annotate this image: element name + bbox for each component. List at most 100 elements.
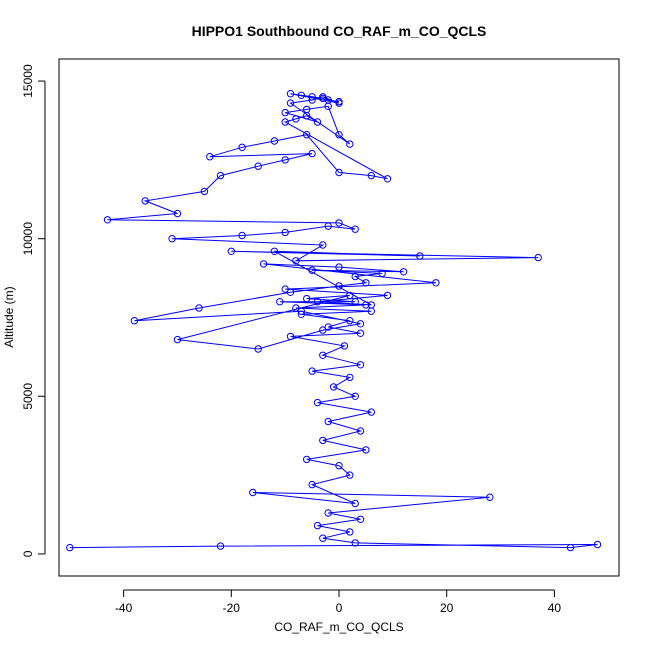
data-point (367, 171, 375, 180)
x-axis: -40 -20 0 20 40 (115, 589, 561, 615)
data-point (356, 361, 365, 369)
data-point (227, 247, 236, 256)
data-point (270, 247, 279, 256)
data-point (308, 149, 316, 158)
y-axis-label: Altitude (m) (2, 286, 16, 347)
data-point (346, 291, 354, 300)
data-point (362, 301, 370, 309)
data-point (313, 298, 322, 306)
data-point (141, 197, 149, 205)
data-point (346, 317, 354, 325)
y-tick-label: 10000 (21, 222, 35, 256)
data-point (308, 266, 316, 274)
data-point (351, 392, 359, 400)
data-point (351, 298, 359, 306)
data-point (362, 279, 370, 287)
series-line (69, 93, 598, 549)
data-point (168, 235, 176, 243)
data-point (335, 219, 343, 227)
data-point (593, 540, 602, 549)
data-point (281, 108, 289, 117)
data-point (173, 335, 182, 344)
chart-title: HIPPO1 Southbound CO_RAF_m_CO_QCLS (192, 23, 487, 39)
data-point (297, 91, 305, 100)
y-tick-label: 5000 (21, 383, 35, 410)
data-point (566, 543, 575, 552)
data-point (324, 323, 332, 331)
data-point (319, 241, 327, 249)
data-point (286, 332, 295, 341)
data-point (324, 222, 332, 230)
data-point (313, 398, 322, 407)
data-point (399, 268, 408, 276)
data-point (303, 294, 311, 303)
data-point (319, 326, 327, 334)
data-point (238, 231, 246, 240)
data-point (292, 257, 300, 265)
data-point (367, 301, 375, 309)
data-point (324, 417, 332, 426)
data-point (319, 534, 327, 542)
data-point (238, 143, 246, 152)
data-point (286, 99, 295, 107)
data-point (335, 168, 343, 177)
data-point (292, 304, 300, 312)
y-tick-label: 15000 (21, 64, 35, 98)
data-point (200, 187, 209, 196)
data-point (367, 408, 375, 416)
data-point (340, 342, 349, 350)
data-point (346, 140, 354, 148)
data-point (319, 94, 327, 103)
data-point (346, 373, 354, 382)
y-tick-label: 0 (21, 550, 35, 557)
data-point (308, 480, 316, 489)
data-point (383, 175, 392, 183)
x-tick-label: -40 (115, 601, 133, 615)
data-point (286, 90, 295, 98)
data-point (206, 153, 214, 161)
data-point (356, 427, 365, 435)
data-point (416, 252, 424, 260)
data-point (346, 528, 354, 536)
data-point (335, 462, 343, 470)
data-point (335, 263, 343, 271)
x-tick-label: 20 (440, 601, 454, 615)
data-point (249, 488, 257, 497)
data-point (66, 543, 74, 552)
data-point (346, 471, 354, 479)
data-point (486, 493, 494, 501)
data-point (173, 209, 182, 218)
plot-frame (58, 58, 620, 577)
data-point (259, 260, 268, 268)
data-point (324, 96, 332, 104)
x-tick-label: -20 (223, 601, 241, 615)
data-point (195, 304, 203, 312)
data-point (356, 515, 365, 523)
data-point (351, 539, 359, 547)
data-point (303, 455, 311, 464)
y-axis: 0 5000 10000 15000 (21, 64, 46, 557)
data-point (329, 383, 338, 391)
data-point (356, 320, 365, 328)
data-point (324, 509, 332, 517)
data-point (281, 118, 289, 126)
x-tick-label: 0 (336, 601, 343, 615)
data-point (319, 436, 327, 445)
data-point (313, 521, 322, 530)
data-point (432, 279, 440, 287)
data-point (351, 499, 359, 508)
data-point (378, 269, 386, 278)
data-point (383, 291, 392, 300)
data-point (103, 216, 112, 224)
data-point (270, 137, 279, 145)
data-point (216, 542, 225, 550)
data-point (308, 367, 316, 375)
data-point (254, 345, 262, 353)
data-point (297, 310, 305, 318)
data-point (319, 351, 327, 359)
data-point (362, 446, 370, 454)
data-point (286, 288, 295, 296)
data-point (292, 115, 300, 123)
x-axis-label: CO_RAF_m_CO_QCLS (274, 620, 403, 634)
